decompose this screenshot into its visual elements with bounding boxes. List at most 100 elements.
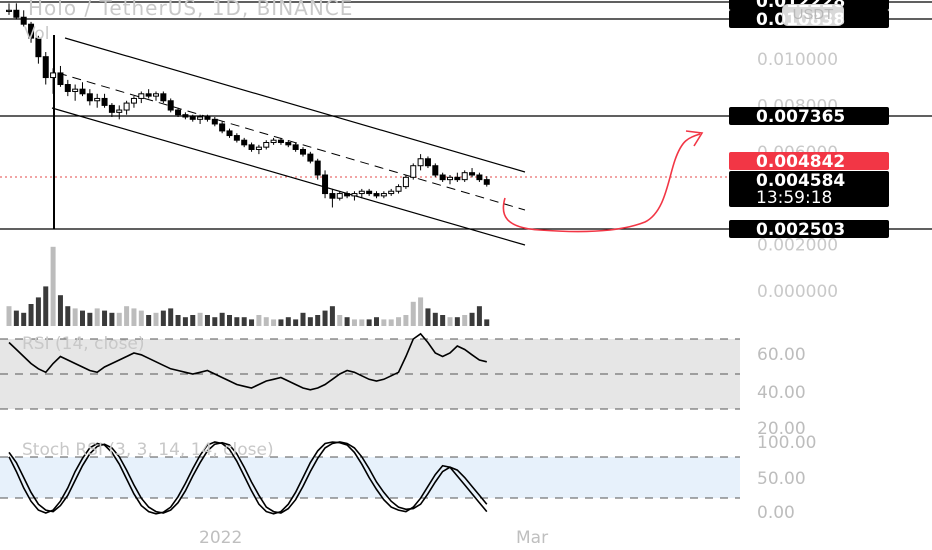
price-tag-bg — [729, 171, 889, 207]
volume-bar — [146, 315, 152, 326]
volume-bar — [6, 306, 12, 326]
candle-body — [447, 176, 453, 181]
projection-arrow[interactable] — [502, 130, 704, 233]
volume-bar — [484, 319, 490, 326]
descending-channel[interactable] — [51, 37, 526, 246]
currency-button[interactable]: USDT — [782, 4, 844, 26]
candle-body — [101, 97, 108, 106]
candle-body — [277, 139, 284, 144]
candle-body — [483, 179, 490, 185]
stoch-tick-label: 0.00 — [757, 503, 795, 523]
candle-body — [417, 158, 424, 167]
volume-bars — [6, 246, 490, 326]
candle-body — [6, 9, 12, 12]
candle-body — [86, 93, 93, 102]
volume-bar — [374, 317, 379, 326]
candle-body — [336, 193, 343, 199]
candle-body — [380, 193, 387, 197]
candle-body — [410, 165, 417, 178]
candle-body — [424, 158, 431, 167]
volume-bar — [462, 315, 468, 326]
candle-body — [130, 97, 137, 104]
candle-body — [20, 16, 27, 25]
rsi-tick-label: 40.00 — [757, 383, 806, 403]
volume-bar — [212, 317, 218, 326]
volume-bar — [476, 306, 482, 326]
candle-body — [300, 148, 306, 155]
candle-body — [79, 88, 86, 95]
volume-bar — [388, 319, 394, 326]
stoch-tick-label: 100.00 — [757, 433, 816, 453]
candle-body — [373, 193, 380, 197]
volume-bar — [241, 317, 247, 326]
candle-body — [248, 144, 255, 150]
volume-bar — [307, 317, 313, 326]
price-tick-label: 0.000000 — [757, 282, 838, 302]
candle-body — [28, 23, 35, 39]
candle-body — [123, 102, 130, 111]
volume-bar — [219, 312, 225, 326]
volume-bar — [28, 304, 34, 326]
volume-bar — [381, 319, 387, 326]
candle-body — [94, 97, 101, 102]
candle-body — [211, 118, 218, 125]
volume-bar — [234, 317, 240, 326]
price-tag-bg — [729, 152, 889, 170]
volume-bar — [337, 315, 343, 326]
stoch-rsi-pane — [8, 441, 488, 515]
stoch-rsi-label: Stoch RSI (3, 3, 14, 14, close) — [22, 440, 274, 460]
candle-body — [226, 130, 233, 137]
candle-body — [153, 93, 159, 97]
volume-bar — [182, 317, 188, 326]
rsi-tick-label: 20.00 — [757, 419, 806, 439]
volume-bar — [344, 317, 350, 326]
volume-bar — [190, 315, 196, 326]
grid-layer — [0, 338, 740, 499]
volume-bar — [418, 297, 424, 326]
price-tick-label: 0.002000 — [757, 236, 838, 256]
volume-bar — [440, 315, 446, 326]
price-tag-bg — [729, 220, 889, 238]
volume-bar — [168, 308, 174, 326]
rsi-tick-label: 60.00 — [757, 345, 806, 365]
volume-bar — [469, 312, 475, 326]
rsi-line — [8, 332, 487, 391]
volume-label: Vol — [24, 24, 50, 44]
stoch-k-line — [8, 441, 488, 515]
stoch-tick-label: 50.00 — [757, 469, 806, 489]
volume-bar — [124, 306, 130, 326]
volume-bar — [263, 317, 269, 326]
volume-bar — [94, 308, 100, 326]
rsi-label: RSI (14, close) — [22, 334, 145, 354]
candle-body — [255, 146, 262, 150]
projection-curve — [502, 133, 701, 233]
volume-bar — [109, 312, 115, 326]
volume-bar — [160, 310, 166, 326]
time-tick-label: Mar — [516, 528, 548, 548]
volume-bar — [432, 312, 438, 326]
candle-body — [42, 56, 49, 79]
chart-title: Holo / TetherUS, 1D, BINANCE — [28, 0, 354, 20]
candle-body — [50, 72, 57, 79]
volume-bar — [13, 310, 19, 326]
candle-body — [307, 153, 314, 162]
volume-bar — [351, 319, 357, 326]
candle-body — [263, 142, 270, 148]
volume-bar — [329, 306, 335, 326]
volume-bar — [249, 319, 255, 326]
volume-bar — [87, 312, 93, 326]
volume-bar — [35, 297, 41, 326]
volume-bar — [204, 315, 210, 326]
time-tick-label: 2022 — [199, 528, 242, 548]
volume-bar — [102, 310, 108, 326]
price-tag-label: 0.002503 — [756, 220, 845, 240]
volume-bar — [425, 308, 431, 326]
candle-body — [270, 139, 277, 144]
candle-body — [329, 193, 336, 199]
volume-bar — [366, 319, 372, 326]
volume-bar — [153, 312, 159, 326]
volume-bar — [50, 246, 56, 326]
candle-body — [461, 172, 468, 181]
time-axis: 2022 Mar — [199, 528, 548, 548]
